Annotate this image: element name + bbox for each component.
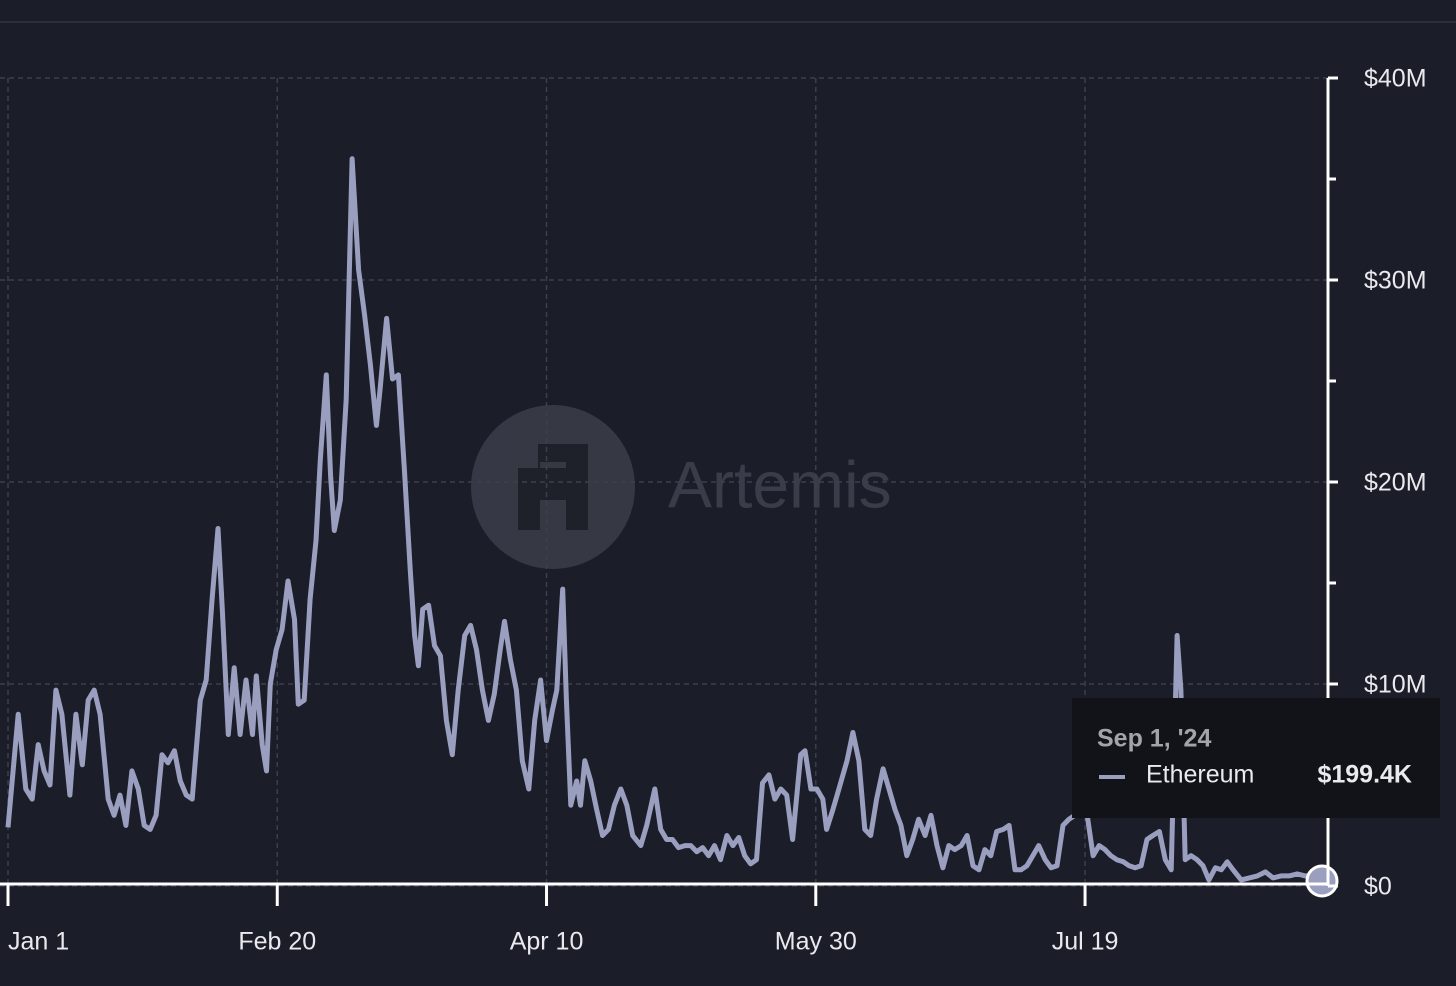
tooltip-box: [1072, 698, 1440, 818]
y-tick-label: $40M: [1364, 65, 1427, 93]
x-tick-label: Feb 20: [238, 928, 316, 956]
x-tick-label: Jan 1: [8, 928, 69, 956]
hover-dot: [1305, 864, 1339, 898]
axes: $0 $10M $20M $30M $40M Jan 1 Feb 20 Apr 10 May 3…: [0, 65, 1427, 956]
y-tick-label: $30M: [1364, 267, 1427, 295]
x-tick-label: Apr 10: [510, 928, 584, 956]
watermark-glyph: [518, 444, 588, 530]
tooltip-value: $199.4K: [1317, 761, 1412, 789]
watermark-text: Artemis: [668, 447, 892, 521]
x-tick-label: Jul 19: [1052, 928, 1119, 956]
tooltip-date: Sep 1, '24: [1097, 725, 1211, 753]
watermark: Artemis: [471, 405, 892, 569]
x-tick-label: May 30: [775, 928, 857, 956]
tooltip: Sep 1, '24 Ethereum $199.4K: [1072, 698, 1440, 818]
tooltip-series: Ethereum: [1146, 761, 1254, 789]
y-tick-label: $20M: [1364, 469, 1427, 497]
y-tick-label: $10M: [1364, 671, 1427, 699]
y-tick-label: $0: [1364, 873, 1392, 901]
